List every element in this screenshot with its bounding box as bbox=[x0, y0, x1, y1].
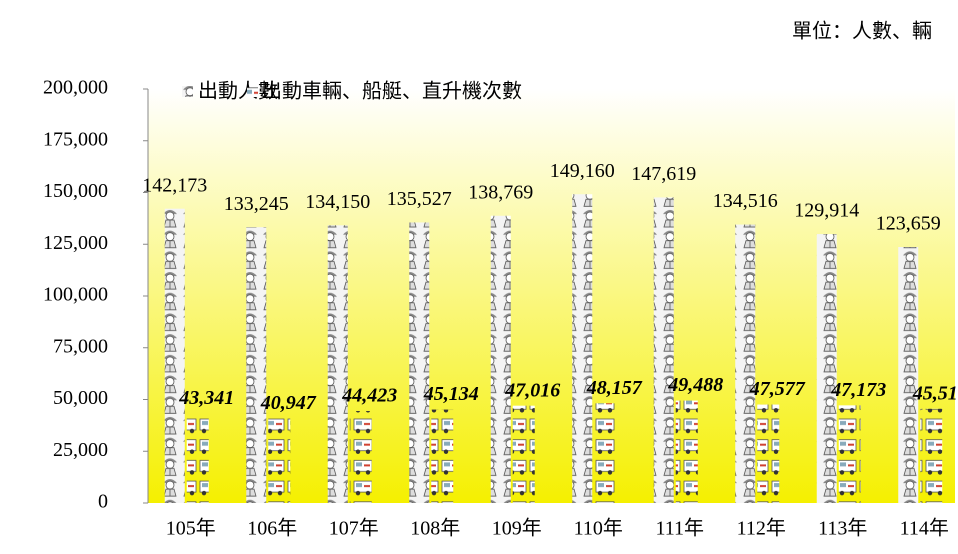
y-tick-label: 175,000 bbox=[43, 128, 108, 150]
value-label: 47,173 bbox=[830, 379, 886, 401]
y-tick-label: 100,000 bbox=[43, 284, 108, 306]
value-label: 129,914 bbox=[794, 200, 859, 222]
value-label: 123,659 bbox=[876, 213, 941, 235]
bar bbox=[164, 208, 185, 503]
x-tick-label: 110年 bbox=[574, 517, 623, 540]
x-tick-label: 108年 bbox=[410, 517, 460, 540]
x-tick-label: 109年 bbox=[492, 517, 542, 540]
value-label: 45,517 bbox=[912, 382, 958, 404]
bar bbox=[490, 215, 511, 503]
bar bbox=[431, 409, 454, 503]
value-label: 142,173 bbox=[142, 174, 207, 196]
value-label: 47,577 bbox=[749, 378, 806, 400]
legend-swatch bbox=[247, 86, 258, 97]
legend-swatch bbox=[182, 86, 193, 97]
bar bbox=[594, 403, 617, 503]
value-label: 45,134 bbox=[423, 383, 479, 405]
bar bbox=[349, 411, 372, 503]
bar bbox=[409, 222, 430, 503]
x-tick-label: 107年 bbox=[329, 517, 379, 540]
y-tick-label: 25,000 bbox=[53, 439, 108, 461]
bar bbox=[675, 400, 698, 503]
bar bbox=[735, 224, 756, 503]
x-tick-label: 106年 bbox=[247, 517, 297, 540]
bar bbox=[327, 225, 348, 503]
value-label: 135,527 bbox=[387, 188, 452, 210]
legend-label: 出動車輛、船艇、直升機次數 bbox=[262, 80, 522, 103]
value-label: 149,160 bbox=[550, 160, 615, 182]
x-tick-label: 105年 bbox=[166, 517, 216, 540]
value-label: 40,947 bbox=[260, 392, 317, 414]
y-tick-label: 0 bbox=[98, 491, 108, 513]
bar bbox=[920, 408, 943, 503]
bar bbox=[512, 405, 535, 503]
bar bbox=[898, 247, 919, 503]
value-label: 134,516 bbox=[713, 190, 778, 212]
legend: 出動人數 出動車輛、船艇、直升機次數 bbox=[182, 80, 522, 103]
bar bbox=[816, 234, 837, 504]
value-label: 47,016 bbox=[504, 379, 560, 401]
x-tick-label: 113年 bbox=[818, 517, 867, 540]
value-label: 43,341 bbox=[178, 387, 234, 409]
bar bbox=[246, 227, 267, 503]
unit-note: 單位：人數、輛 bbox=[792, 20, 932, 43]
y-tick-label: 150,000 bbox=[43, 180, 108, 202]
bar bbox=[268, 418, 291, 503]
y-tick-label: 125,000 bbox=[43, 232, 108, 254]
y-tick-label: 50,000 bbox=[53, 387, 108, 409]
bar bbox=[838, 405, 861, 503]
x-tick-label: 112年 bbox=[737, 517, 786, 540]
bar bbox=[757, 404, 780, 503]
x-tick-label: 111年 bbox=[655, 517, 704, 540]
y-tick-label: 75,000 bbox=[53, 335, 108, 357]
value-label: 134,150 bbox=[305, 191, 370, 213]
value-label: 49,488 bbox=[667, 374, 723, 396]
x-tick-label: 114年 bbox=[900, 517, 949, 540]
value-label: 44,423 bbox=[341, 385, 397, 407]
value-label: 147,619 bbox=[631, 163, 696, 185]
y-tick-label: 200,000 bbox=[43, 77, 108, 99]
value-label: 138,769 bbox=[468, 181, 533, 203]
value-label: 48,157 bbox=[586, 377, 643, 399]
value-label: 133,245 bbox=[224, 193, 289, 215]
bar bbox=[653, 197, 674, 504]
bar bbox=[572, 194, 593, 503]
bar bbox=[186, 413, 209, 503]
